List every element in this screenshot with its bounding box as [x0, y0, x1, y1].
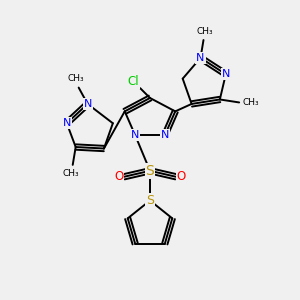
Text: N: N	[83, 99, 92, 109]
Text: O: O	[177, 170, 186, 183]
Text: CH₃: CH₃	[63, 169, 80, 178]
Text: S: S	[146, 194, 154, 207]
Text: Cl: Cl	[128, 75, 140, 88]
Text: CH₃: CH₃	[243, 98, 260, 107]
Text: N: N	[222, 69, 230, 79]
Text: N: N	[63, 118, 71, 128]
Text: O: O	[114, 170, 123, 183]
Text: N: N	[196, 53, 205, 63]
Text: S: S	[146, 164, 154, 178]
Text: CH₃: CH₃	[68, 74, 84, 83]
Text: N: N	[131, 130, 139, 140]
Text: N: N	[161, 130, 169, 140]
Text: CH₃: CH₃	[197, 27, 213, 36]
